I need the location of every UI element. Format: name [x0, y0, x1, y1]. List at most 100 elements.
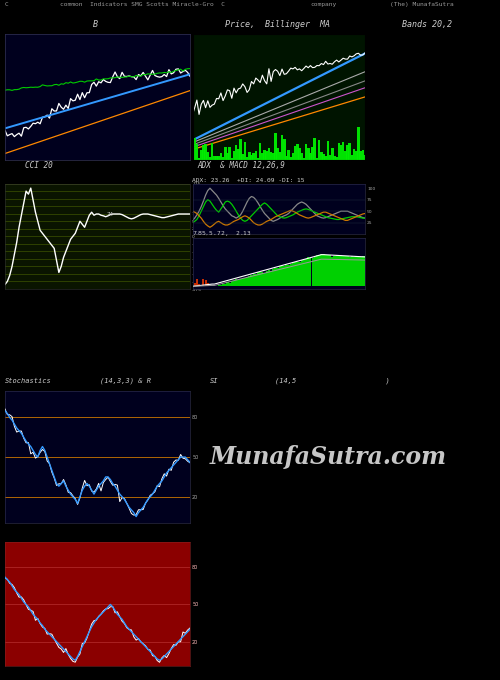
Bar — [305, 144, 308, 160]
Bar — [309, 154, 312, 160]
Bar — [355, 256, 358, 286]
Bar — [274, 133, 277, 160]
Bar — [213, 156, 216, 160]
Bar — [333, 156, 336, 160]
Text: 74: 74 — [107, 211, 114, 216]
Bar — [276, 268, 278, 286]
Bar — [353, 149, 356, 160]
Bar — [272, 154, 274, 160]
Bar — [292, 153, 294, 160]
Bar — [252, 274, 254, 286]
Bar — [290, 264, 292, 286]
Bar — [285, 156, 288, 160]
Bar — [278, 152, 281, 160]
Bar — [272, 269, 274, 286]
Bar — [298, 148, 301, 160]
Bar — [362, 150, 364, 160]
Bar — [270, 271, 272, 286]
Text: SI: SI — [210, 378, 218, 384]
Bar — [240, 279, 242, 286]
Text: C: C — [5, 1, 9, 7]
Bar — [242, 154, 244, 160]
Bar — [220, 285, 222, 286]
Bar — [292, 262, 294, 286]
Bar — [206, 152, 209, 160]
Bar — [303, 260, 305, 286]
Bar — [228, 283, 230, 286]
Bar — [336, 255, 338, 286]
Bar — [364, 155, 366, 160]
Bar — [362, 256, 364, 286]
Text: company: company — [310, 1, 336, 7]
Bar — [274, 268, 276, 286]
Bar — [211, 143, 214, 160]
Text: CCI 20: CCI 20 — [25, 161, 53, 170]
Bar — [320, 254, 322, 286]
Bar — [360, 152, 362, 160]
Text: (14,3,3) & R: (14,3,3) & R — [100, 377, 151, 384]
Bar — [294, 146, 296, 160]
Bar — [322, 154, 325, 160]
Bar — [238, 279, 240, 286]
Bar — [218, 156, 220, 160]
Bar — [340, 255, 342, 286]
Bar — [242, 278, 244, 286]
Bar — [257, 272, 259, 286]
Bar — [288, 265, 290, 286]
Text: MunafaSutra.com: MunafaSutra.com — [210, 445, 447, 469]
Bar — [224, 284, 226, 286]
Bar — [256, 158, 260, 160]
Bar — [340, 145, 342, 160]
Bar — [300, 153, 303, 160]
Bar — [246, 157, 248, 160]
Bar — [348, 256, 351, 286]
Bar — [294, 262, 296, 286]
Bar — [310, 258, 312, 286]
Bar — [246, 277, 248, 286]
Bar — [346, 256, 348, 286]
Bar — [318, 140, 320, 160]
Bar — [290, 157, 292, 160]
Bar — [283, 266, 286, 286]
Bar — [329, 155, 332, 160]
Bar — [324, 254, 327, 286]
Bar — [300, 260, 303, 286]
Bar — [279, 267, 281, 286]
Text: (The) MunafaSutra: (The) MunafaSutra — [390, 1, 454, 7]
Bar — [228, 148, 231, 160]
Bar — [196, 144, 198, 160]
Bar — [220, 153, 222, 160]
Bar — [360, 256, 362, 286]
Bar — [268, 148, 270, 160]
Bar — [338, 143, 340, 160]
Bar — [268, 270, 270, 286]
Bar — [364, 256, 366, 286]
Bar — [232, 151, 235, 160]
Bar — [259, 271, 262, 286]
Bar — [198, 158, 200, 160]
Bar — [331, 148, 334, 160]
Bar — [344, 151, 346, 160]
Bar — [191, 156, 194, 160]
Bar — [208, 157, 212, 160]
Bar — [222, 284, 224, 286]
Bar — [226, 153, 228, 160]
Bar — [281, 266, 283, 286]
Text: common  Indicators SMG Scotts Miracle-Gro  C: common Indicators SMG Scotts Miracle-Gro… — [60, 1, 225, 7]
Bar — [266, 271, 268, 286]
Bar — [348, 143, 351, 160]
Bar — [351, 256, 353, 286]
Bar — [254, 274, 257, 286]
Bar — [230, 158, 233, 160]
Bar — [307, 257, 310, 286]
Bar — [264, 273, 266, 286]
Text: (14,5                     ): (14,5 ) — [275, 377, 390, 384]
Bar — [248, 152, 250, 160]
Bar — [235, 279, 237, 286]
Bar — [296, 262, 298, 286]
Bar — [196, 279, 198, 286]
Bar — [244, 278, 246, 286]
Bar — [248, 275, 250, 286]
Bar — [338, 256, 340, 286]
Bar — [302, 158, 305, 160]
